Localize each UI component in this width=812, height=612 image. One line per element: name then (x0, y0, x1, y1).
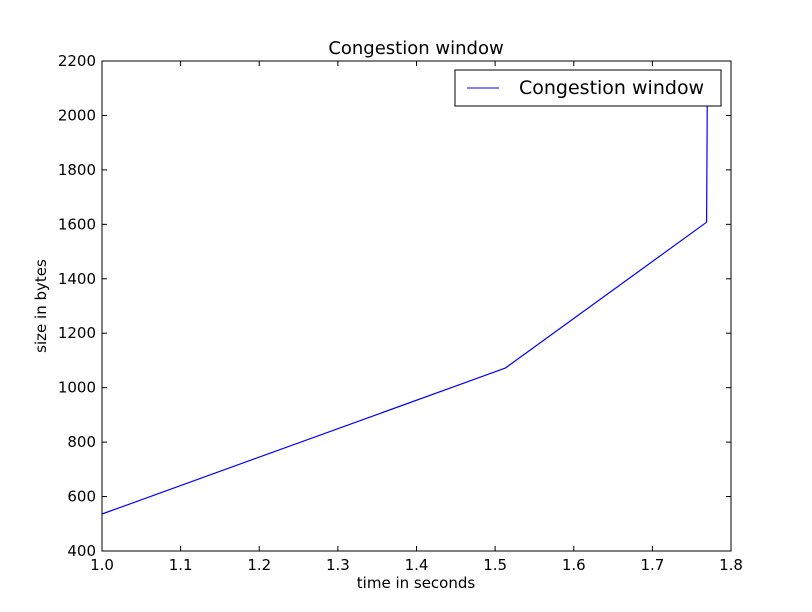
x-tick-label: 1.1 (169, 556, 193, 574)
x-axis-title: time in seconds (357, 574, 476, 592)
x-tick-label: 1.5 (483, 556, 507, 574)
legend-label: Congestion window (519, 77, 704, 99)
y-tick-label: 1400 (58, 270, 96, 288)
x-tick-label: 1.2 (247, 556, 271, 574)
y-tick-label: 2000 (58, 106, 96, 124)
y-tick-label: 1200 (58, 324, 96, 342)
x-tick-label: 1.3 (326, 556, 350, 574)
y-axis-title: size in bytes (32, 259, 50, 353)
legend-box (454, 69, 722, 107)
y-tick-label: 1600 (58, 215, 96, 233)
x-tick-label: 1.8 (719, 556, 743, 574)
chart-title: Congestion window (328, 38, 503, 59)
y-tick-label: 1000 (58, 379, 96, 397)
legend: Congestion window (454, 69, 722, 107)
y-tick-label: 2200 (58, 52, 96, 70)
y-tick-label: 600 (67, 488, 96, 506)
axis-ticks: 1.0 1.1 1.2 1.3 1.4 1.5 1.6 1.7 1.8 400 600 800 1000… (58, 52, 743, 574)
y-tick-label: 400 (67, 542, 96, 560)
x-tick-label: 1.6 (562, 556, 586, 574)
x-tick-label: 1.0 (90, 556, 114, 574)
y-tick-label: 1800 (58, 161, 96, 179)
x-tick-label: 1.4 (405, 556, 429, 574)
series-line-0 (101, 76, 709, 515)
y-tick-label: 800 (67, 433, 96, 451)
x-tick-label: 1.7 (640, 556, 664, 574)
